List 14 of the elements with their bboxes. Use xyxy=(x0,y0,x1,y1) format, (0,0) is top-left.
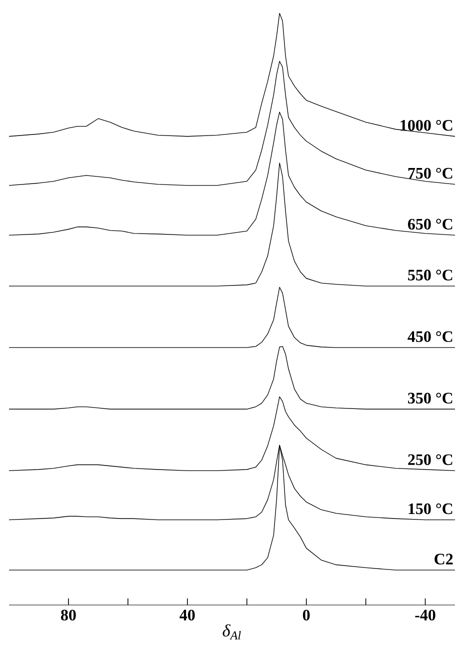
x-tick-label: 40 xyxy=(180,610,195,620)
x-axis-title: δ$_{Al}$ xyxy=(222,624,241,640)
series-label: 150 °C xyxy=(408,503,452,514)
x-tick-label: 0 xyxy=(302,610,310,620)
series-label: 250 °C xyxy=(408,454,452,466)
x-tick-label: -40 xyxy=(415,610,436,620)
series-label: 1000 °C xyxy=(400,120,452,131)
series-label: 650 °C xyxy=(408,218,452,230)
x-tick-label: 80 xyxy=(60,610,76,620)
series-label: 350 °C xyxy=(408,392,452,404)
series-label: 450 °C xyxy=(408,331,452,342)
series-label: 750 °C xyxy=(408,168,452,179)
series-label: 550 °C xyxy=(408,270,452,280)
series-label: C2 xyxy=(434,554,453,564)
